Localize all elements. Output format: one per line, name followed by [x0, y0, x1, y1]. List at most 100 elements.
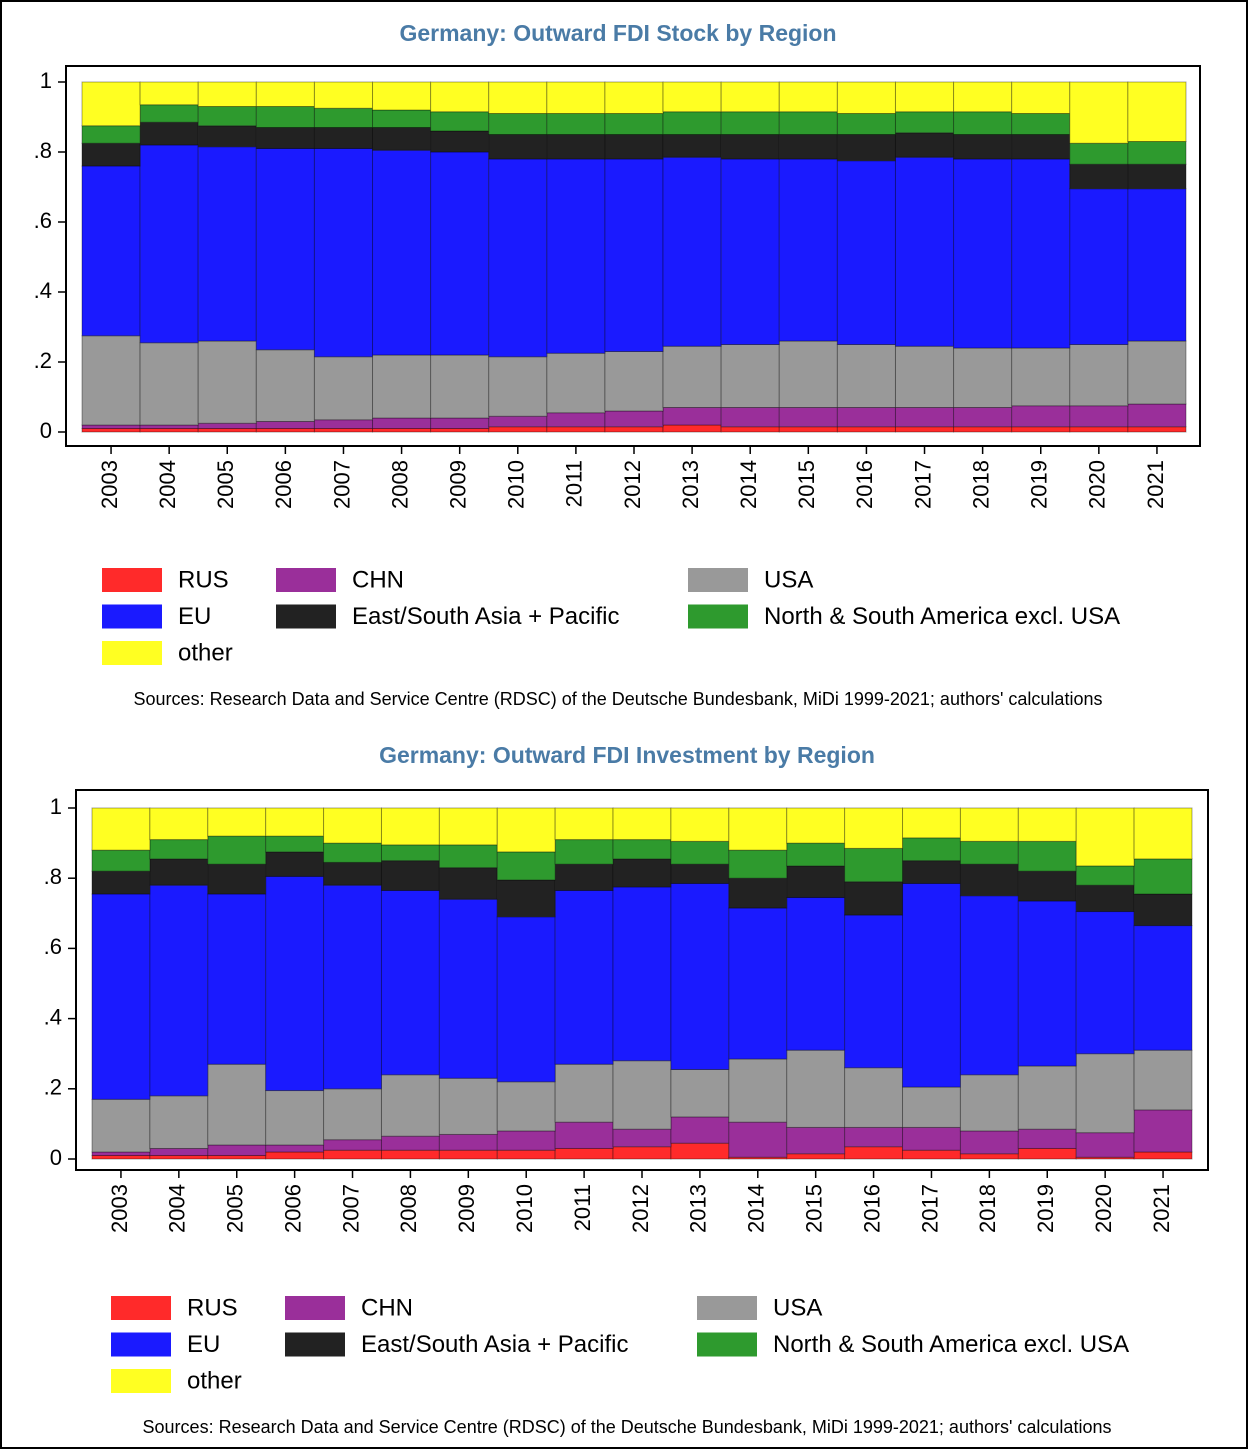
bar-segment — [91, 849, 151, 872]
bar-segment — [670, 807, 730, 842]
bar-segment — [139, 144, 199, 344]
bar-segment — [1133, 807, 1193, 860]
legend-swatch — [102, 568, 162, 592]
bar-segment — [554, 1121, 614, 1149]
bar-segment — [1017, 900, 1077, 1067]
legend-swatch — [285, 1296, 345, 1320]
bar-segment — [197, 146, 257, 342]
bar-segment — [149, 858, 209, 886]
bar-segment — [91, 870, 151, 895]
x-tick-label: 2011 — [562, 460, 587, 507]
bar-segment — [1017, 807, 1077, 842]
bar-segment — [197, 340, 257, 424]
bar-segment — [1075, 911, 1135, 1055]
bar-segment — [149, 884, 209, 1097]
bar-segment — [546, 426, 606, 433]
bar-segment — [255, 349, 315, 422]
bar-segment — [778, 111, 838, 135]
bar-segment — [662, 111, 722, 135]
bar-segment — [380, 1149, 440, 1160]
bar-segment — [554, 807, 614, 841]
bar-segment — [720, 158, 780, 345]
bar-segment — [959, 1074, 1019, 1132]
bar-segment — [313, 148, 374, 358]
bar-segment — [546, 81, 606, 114]
bar-segment — [488, 81, 548, 114]
bar-segment — [372, 354, 432, 419]
bar-segment — [1011, 405, 1071, 428]
bar-segment — [139, 424, 199, 429]
legend-label: USA — [764, 566, 813, 593]
bar-segment — [670, 1142, 730, 1160]
bar-segment — [496, 916, 556, 1083]
x-tick-label: 2003 — [97, 460, 122, 509]
bar-segment — [612, 858, 672, 888]
bar-segment — [1011, 134, 1071, 160]
bar-segment — [488, 158, 548, 358]
bar-segment — [91, 807, 151, 851]
bar-segment — [894, 156, 955, 347]
bar-segment — [612, 886, 672, 1062]
bar-segment — [438, 807, 498, 846]
x-tick-label: 2006 — [271, 460, 296, 509]
x-tick-label: 2009 — [445, 460, 470, 509]
bar-segment — [430, 111, 490, 132]
bar-segment — [959, 1153, 1019, 1160]
bar-segment — [1017, 1128, 1077, 1149]
bar-segment — [836, 160, 896, 345]
bar-segment — [488, 356, 548, 417]
bar-segment — [778, 134, 838, 160]
bar-segment — [728, 1058, 788, 1123]
y-tick-label: 0 — [40, 418, 52, 443]
bar-segment — [1133, 925, 1193, 1051]
bar-segment — [546, 352, 606, 414]
bar-segment — [844, 847, 904, 883]
x-tick-label: 2019 — [1027, 460, 1052, 509]
bar-segment — [836, 426, 896, 433]
bar-segment — [139, 342, 199, 426]
bar-segment — [902, 882, 961, 1088]
bar-segment — [778, 426, 838, 433]
bar-segment — [496, 1149, 556, 1160]
y-tick-label: .6 — [34, 208, 52, 233]
y-tick-label: .2 — [34, 348, 52, 373]
legend-label: EU — [187, 1331, 220, 1358]
source-note: Sources: Research Data and Service Centr… — [143, 1417, 1112, 1437]
bar-segment — [139, 81, 199, 106]
bar-segment — [380, 889, 440, 1076]
bar-segment — [1011, 113, 1071, 135]
bar-segment — [1075, 807, 1135, 867]
bar-segment — [612, 1060, 672, 1130]
bar-segment — [902, 807, 961, 839]
x-tick-label: 2018 — [968, 460, 993, 509]
bar-segment — [255, 148, 315, 351]
bar-segment — [265, 851, 325, 877]
bar-segment — [430, 151, 490, 356]
x-tick-label: 2014 — [744, 1184, 769, 1233]
legend-label: East/South Asia + Pacific — [352, 603, 619, 630]
bar-segment — [953, 158, 1013, 349]
bar-segment — [91, 1151, 151, 1156]
x-tick-label: 2010 — [504, 460, 529, 509]
bar-segment — [836, 134, 896, 162]
y-tick-label: .4 — [34, 278, 52, 303]
bar-segment — [430, 130, 490, 153]
bar-segment — [836, 407, 896, 428]
bar-segment — [1075, 1053, 1135, 1134]
bar-segment — [488, 415, 548, 428]
bar-segment — [91, 1154, 151, 1160]
x-tick-label: 2004 — [165, 1184, 190, 1233]
x-tick-label: 2007 — [329, 460, 354, 509]
bar-segment — [1069, 188, 1129, 345]
bar-segment — [662, 134, 722, 158]
bar-segment — [372, 127, 432, 151]
bar-segment — [953, 111, 1013, 135]
bar-segment — [894, 426, 955, 433]
plot-frame — [65, 65, 1201, 447]
x-tick-label: 2018 — [975, 1184, 1000, 1233]
bar-segment — [1133, 893, 1193, 927]
legend-swatch — [276, 604, 336, 629]
bar-segment — [372, 428, 432, 433]
legend-label: CHN — [352, 566, 404, 593]
x-tick-label: 2020 — [1085, 460, 1110, 509]
